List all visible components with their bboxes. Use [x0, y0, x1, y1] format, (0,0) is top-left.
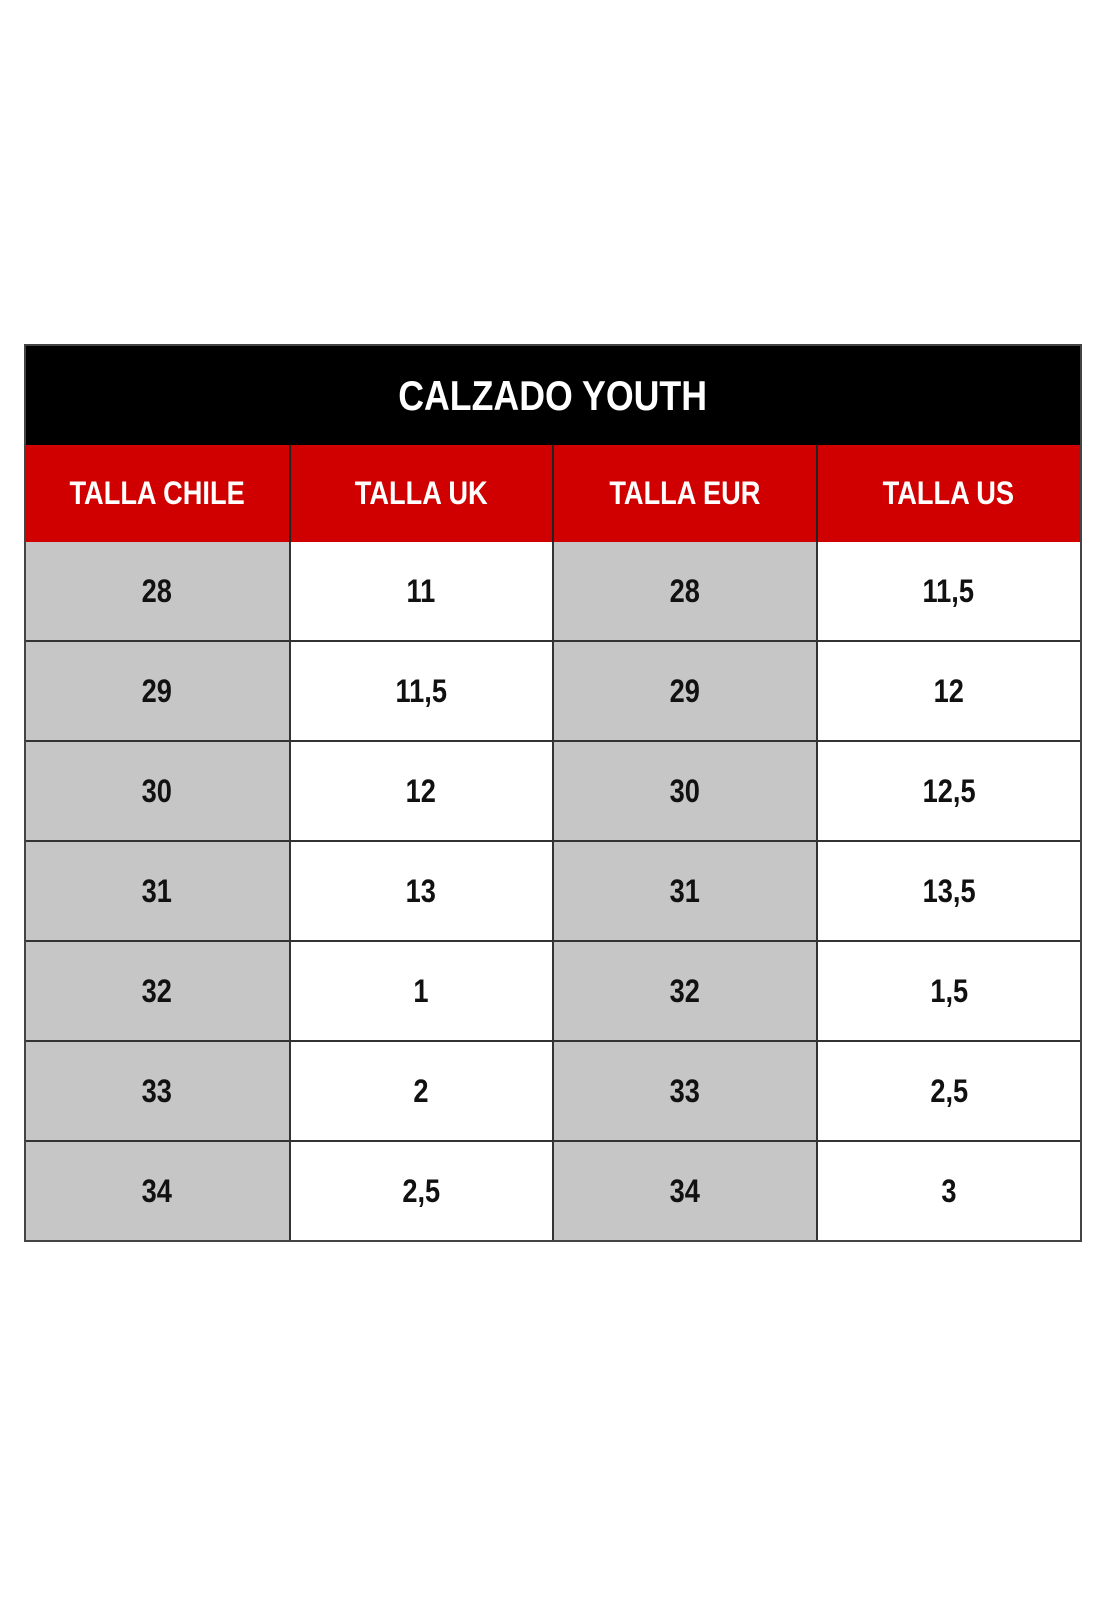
table-cell: 34 [552, 1140, 817, 1240]
table-cell: 12,5 [815, 740, 1080, 841]
table-row: 33 2 33 2,5 [26, 1040, 1080, 1141]
cell-value: 30 [669, 772, 700, 809]
cell-value: 2,5 [929, 1072, 968, 1109]
cell-value: 28 [669, 572, 700, 609]
cell-value: 33 [142, 1072, 173, 1109]
header-label: TALLA CHILE [69, 475, 245, 511]
table-cell: 1,5 [815, 940, 1080, 1041]
chart-title: CALZADO YOUTH [26, 346, 1080, 445]
table-cell: 33 [552, 1040, 817, 1141]
size-table: TALLA CHILE TALLA UK TALLA EUR TALLA US … [26, 445, 1080, 1240]
table-cell: 34 [26, 1140, 290, 1240]
table-row: 28 11 28 11,5 [26, 542, 1080, 641]
table-cell: 2,5 [815, 1040, 1080, 1141]
cell-value: 3 [941, 1172, 957, 1209]
table-row: 29 11,5 29 12 [26, 640, 1080, 741]
table-cell: 12 [288, 740, 553, 841]
table-cell: 30 [26, 740, 290, 841]
header-talla-eur: TALLA EUR [552, 445, 817, 542]
table-cell: 33 [26, 1040, 290, 1141]
cell-value: 1,5 [929, 972, 968, 1009]
cell-value: 33 [669, 1072, 700, 1109]
header-label: TALLA US [883, 475, 1015, 511]
size-chart: CALZADO YOUTH TALLA CHILE TALLA UK TALLA… [24, 344, 1082, 1242]
table-cell: 2,5 [288, 1140, 553, 1240]
table-cell: 28 [26, 542, 290, 641]
cell-value: 31 [142, 872, 173, 909]
cell-value: 32 [669, 972, 700, 1009]
cell-value: 34 [142, 1172, 173, 1209]
table-row: 32 1 32 1,5 [26, 940, 1080, 1041]
table-cell: 29 [552, 640, 817, 741]
table-cell: 32 [552, 940, 817, 1041]
header-row: TALLA CHILE TALLA UK TALLA EUR TALLA US [26, 445, 1080, 542]
table-cell: 13 [288, 840, 553, 941]
table-row: 31 13 31 13,5 [26, 840, 1080, 941]
table-row: 30 12 30 12,5 [26, 740, 1080, 841]
table-cell: 28 [552, 542, 817, 641]
cell-value: 11 [406, 572, 436, 609]
header-label: TALLA EUR [609, 475, 761, 511]
table-cell: 13,5 [815, 840, 1080, 941]
cell-value: 2,5 [402, 1172, 441, 1209]
table-cell: 2 [288, 1040, 553, 1141]
header-label: TALLA UK [354, 475, 488, 511]
chart-title-text: CALZADO YOUTH [398, 371, 708, 419]
cell-value: 34 [669, 1172, 700, 1209]
table-cell: 1 [288, 940, 553, 1041]
header-talla-uk: TALLA UK [288, 445, 553, 542]
table-cell: 32 [26, 940, 290, 1041]
cell-value: 12 [406, 772, 437, 809]
cell-value: 11,5 [923, 572, 975, 609]
cell-value: 11,5 [395, 672, 447, 709]
cell-value: 13 [406, 872, 437, 909]
cell-value: 30 [142, 772, 173, 809]
cell-value: 13,5 [922, 872, 976, 909]
cell-value: 28 [142, 572, 173, 609]
table-cell: 31 [552, 840, 817, 941]
cell-value: 1 [413, 972, 429, 1009]
cell-value: 31 [669, 872, 700, 909]
table-cell: 29 [26, 640, 290, 741]
cell-value: 29 [669, 672, 700, 709]
cell-value: 12,5 [922, 772, 976, 809]
table-cell: 11 [288, 542, 553, 641]
header-talla-chile: TALLA CHILE [26, 445, 290, 542]
cell-value: 29 [142, 672, 173, 709]
cell-value: 32 [142, 972, 173, 1009]
cell-value: 2 [413, 1072, 429, 1109]
table-cell: 3 [815, 1140, 1080, 1240]
cell-value: 12 [933, 672, 964, 709]
table-cell: 31 [26, 840, 290, 941]
table-cell: 11,5 [288, 640, 553, 741]
table-cell: 30 [552, 740, 817, 841]
table-row: 34 2,5 34 3 [26, 1140, 1080, 1240]
table-cell: 12 [815, 640, 1080, 741]
header-talla-us: TALLA US [815, 445, 1080, 542]
table-cell: 11,5 [815, 542, 1080, 641]
